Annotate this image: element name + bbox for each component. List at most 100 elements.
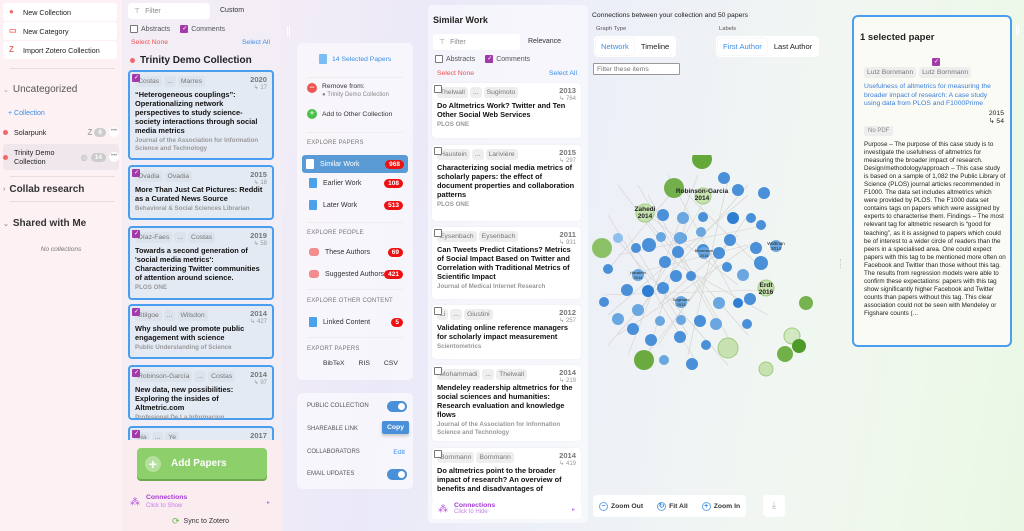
copy-link-button[interactable]: Copy [382,421,409,434]
author-chip[interactable]: ... [194,371,207,382]
author-chip[interactable]: ... [151,432,164,443]
paper-checkbox[interactable] [434,147,442,155]
graph-nodes[interactable]: Robinson-Garcia 2014 Zahedi 2014 Erdt 20… [592,155,813,377]
export-csv-button[interactable]: CSV [383,360,398,367]
author-chip[interactable]: Costas [135,76,163,87]
author-chip[interactable]: Li [437,309,449,320]
author-chip[interactable]: Sugimoto [483,87,519,98]
paper-checkbox[interactable] [132,430,140,438]
author-chip[interactable]: Díaz-Faes [135,232,173,243]
author-chip[interactable]: Thelwall [437,87,468,98]
author-chip[interactable]: ... [469,87,482,98]
these-authors-button[interactable]: These Authors 69 [305,243,407,261]
paper-checkbox[interactable] [434,85,442,93]
abstracts-checkbox[interactable]: Abstracts [130,25,170,33]
sort-select[interactable]: Custom [220,7,245,14]
sort-select[interactable]: Relevance [528,38,562,45]
paper-card[interactable]: Eysenbach Eysenbach 2011 ↳ 931 Can Tweets … [432,227,581,299]
author-chip[interactable]: Lutz Bornmann [919,67,972,78]
linked-content-button[interactable]: Linked Content 5 [305,313,407,331]
paper-card[interactable]: Costas...Marres 2020↳ 17 “Heterogeneous … [128,70,274,160]
author-chip[interactable]: Stilgoe [135,310,162,321]
public-collection-toggle[interactable] [387,401,407,412]
paper-card[interactable]: Stilgoe...Wilsdon 2014↳ 427 Why should w… [128,304,274,359]
paper-card[interactable]: Haustein... Larivière 2015 ↳ 297 Character… [432,145,581,221]
paper-card[interactable]: Díaz-Faes...Costas 2019↳ 58 Towards a se… [128,226,274,300]
new-category-button[interactable]: ▭ New Category [3,22,117,40]
author-chip[interactable]: Lutz Bornmann [864,67,917,78]
fit-all-button[interactable]: ↻ Fit All [657,501,688,511]
export-ris-button[interactable]: RIS [358,360,370,367]
earlier-work-button[interactable]: Earlier Work 108 [305,174,407,192]
add-to-other-collection-button[interactable]: + Add to Other Collection [307,109,392,119]
paper-title-link[interactable]: Usefulness of altmetrics for measuring t… [864,83,991,107]
zoom-out-button[interactable]: − Zoom Out [599,501,643,511]
author-chip[interactable]: Larivière [485,149,518,160]
select-all-link[interactable]: Select All [242,39,270,46]
zoom-in-button[interactable]: + Zoom In [701,501,740,511]
connections-toggle[interactable]: ⁂ Connections Click to Hide ▸ [432,499,581,519]
similar-work-button[interactable]: Similar Work 968 [302,155,408,173]
author-chip[interactable]: ... [174,232,187,243]
last-author-option[interactable]: Last Author [773,42,813,51]
graph-filter-input[interactable] [593,63,680,75]
select-none-link[interactable]: Select None [131,39,169,46]
paper-checkbox[interactable] [132,74,140,82]
collection-filter-input[interactable]: ⊤ Filter [128,3,210,19]
author-chip[interactable]: Haustein [437,149,470,160]
more-options-icon[interactable]: ••• [109,127,119,137]
export-bibtex-button[interactable]: BibTeX [323,360,345,367]
abstracts-checkbox[interactable]: Abstracts [435,55,475,63]
timeline-option[interactable]: Timeline [640,42,670,51]
resize-handle[interactable] [287,26,290,36]
collection-item-solarpunk[interactable]: Solarpunk Z 6 ••• [3,126,119,138]
author-chip[interactable]: ... [164,76,176,87]
select-all-link[interactable]: Select All [549,70,577,77]
author-chip[interactable]: Costas [208,371,236,382]
connections-toggle[interactable]: ⁂ Connections Click to Show ▸ [130,494,270,509]
paper-card[interactable]: Na...Ye 2017 [128,426,274,444]
paper-checkbox[interactable] [434,307,442,315]
author-chip[interactable]: Giustini [463,309,493,320]
author-chip[interactable]: Ye [165,432,180,443]
paper-card[interactable]: Robinson-García...Costas 2014↳ 97 New da… [128,365,274,421]
sync-zotero-button[interactable]: ⟳ Sync to Zotero [172,516,230,526]
author-chip[interactable]: Eysenbach [437,231,477,242]
paper-card[interactable]: Li... Giustini 2012 ↳ 257 Validating onlin… [432,305,581,359]
author-chip[interactable]: Costas [188,232,216,243]
paper-checkbox[interactable] [434,229,442,237]
author-chip[interactable]: Bornmann [476,452,514,463]
new-collection-button[interactable]: ● New Collection [3,3,117,21]
shared-with-me-toggle[interactable]: ⌄ Shared with Me [3,218,87,229]
collection-item-trinity[interactable]: Trinity Demo Collection ◍ 14 ••• [3,144,119,170]
first-author-option[interactable]: First Author [718,38,767,55]
comments-checkbox[interactable]: Comments [485,55,530,63]
download-button[interactable]: ⤓ [763,495,785,517]
paper-checkbox[interactable] [132,369,140,377]
network-option[interactable]: Network [596,38,634,55]
network-graph[interactable]: Robinson-Garcia 2014 Zahedi 2014 Erdt 20… [588,155,840,405]
remove-from-collection-button[interactable]: − Remove from: ● Trinity Demo Collection [307,83,389,99]
author-chip[interactable]: Bornmann [437,452,475,463]
author-chip[interactable]: ... [163,310,176,321]
author-chip[interactable]: ... [482,369,495,380]
author-chip[interactable]: Na [135,432,150,443]
paper-card[interactable]: Mohammadi... Thelwall 2014 ↳ 219 Mendeley … [432,365,581,441]
more-options-icon[interactable]: ••• [109,152,119,162]
select-none-link[interactable]: Select None [437,70,475,77]
paper-checkbox[interactable] [132,169,140,177]
later-work-button[interactable]: Later Work 513 [305,196,407,214]
add-papers-button[interactable]: + Add Papers [137,448,267,479]
paper-checkbox[interactable] [132,308,140,316]
collab-research-toggle[interactable]: › Collab research [3,184,85,195]
author-chip[interactable]: Marres [177,76,205,87]
paper-card[interactable]: Thelwall... Sugimoto 2013 ↳ 764 Do Altmetr… [432,83,581,138]
author-chip[interactable]: Wilsdon [177,310,208,321]
paper-checkbox[interactable] [434,367,442,375]
similar-filter-input[interactable]: ⊤ Filter [433,34,520,50]
import-zotero-button[interactable]: Z Import Zotero Collection [3,41,117,59]
suggested-authors-button[interactable]: Suggested Authors 421 [305,265,407,283]
edit-collaborators-link[interactable]: Edit [393,449,405,456]
paper-checkbox[interactable] [932,57,940,66]
